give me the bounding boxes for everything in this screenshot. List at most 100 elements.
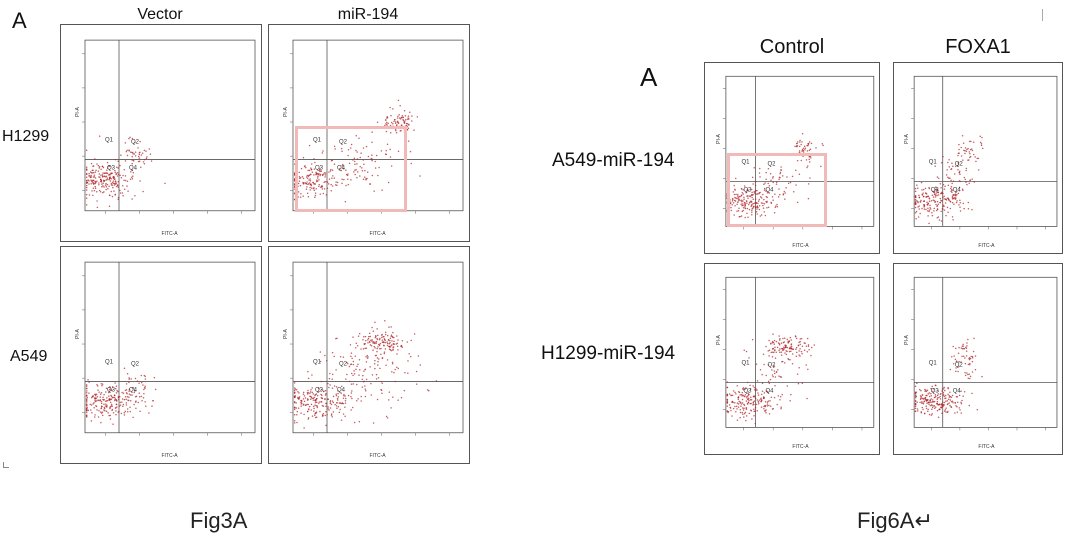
event-dot (128, 137, 130, 140)
event-dot (400, 116, 403, 119)
event-dot (796, 201, 799, 204)
event-dot (778, 339, 781, 341)
event-dot (922, 200, 925, 202)
event-dot (311, 374, 313, 376)
event-dot (101, 186, 103, 188)
event-dot (315, 397, 318, 400)
event-dot (360, 348, 362, 350)
event-dot (92, 187, 95, 189)
event-dot (351, 406, 354, 409)
event-dot (392, 122, 394, 125)
event-dot (97, 416, 100, 418)
event-dot (762, 204, 764, 207)
event-dot (735, 405, 738, 408)
event-dot (943, 188, 946, 190)
event-dot (316, 394, 319, 397)
event-dot (936, 189, 939, 191)
event-dot (115, 182, 117, 184)
event-dot (92, 182, 95, 184)
event-dot (316, 180, 319, 182)
event-dot (390, 121, 393, 124)
event-dot (407, 127, 410, 129)
event-dot (85, 401, 88, 403)
event-dot (741, 192, 744, 194)
event-dot (780, 407, 782, 410)
event-dot (85, 197, 88, 199)
event-dot (306, 403, 308, 406)
event-dot (746, 195, 748, 197)
event-dot (302, 391, 305, 394)
event-dot (758, 399, 761, 401)
event-dot (326, 359, 328, 362)
event-dot (733, 184, 735, 187)
event-dot (314, 401, 317, 404)
event-dot (293, 422, 296, 424)
event-dot (747, 190, 749, 192)
event-dot (930, 199, 933, 202)
event-dot (356, 365, 358, 367)
event-dot (376, 398, 379, 401)
event-dot (744, 394, 747, 396)
event-dot (343, 394, 345, 397)
event-dot (296, 421, 298, 424)
event-dot (780, 376, 783, 378)
event-dot (103, 398, 105, 401)
event-dot (324, 394, 327, 396)
event-dot (765, 178, 767, 180)
highlight-box (727, 153, 827, 227)
event-dot (796, 142, 798, 145)
event-dot (117, 181, 120, 183)
event-dot (96, 206, 99, 209)
event-dot (371, 339, 373, 341)
event-dot (397, 122, 400, 124)
event-dot (961, 188, 964, 190)
event-dot (736, 203, 738, 206)
event-dot (111, 408, 114, 411)
event-dot (737, 403, 740, 405)
event-dot (312, 181, 314, 184)
event-dot (366, 171, 369, 173)
event-dot (350, 383, 353, 385)
event-dot (957, 154, 959, 157)
event-dot (114, 194, 117, 196)
event-dot (935, 188, 938, 190)
event-dot (737, 198, 740, 200)
event-dot (801, 141, 803, 143)
event-dot (754, 181, 757, 183)
event-dot (739, 401, 742, 403)
event-dot (737, 406, 740, 408)
event-dot (922, 192, 924, 194)
event-dot (746, 403, 749, 405)
event-dot (791, 175, 794, 178)
event-dot (931, 214, 934, 217)
right-row-label-a549: A549-miR-194 (552, 150, 675, 171)
event-dot (916, 408, 919, 410)
event-dot (920, 389, 922, 392)
event-dot (143, 149, 146, 152)
event-dot (974, 368, 977, 371)
event-dot (778, 335, 780, 337)
event-dot (760, 202, 763, 204)
event-dot (122, 403, 125, 406)
event-dot (90, 409, 92, 411)
event-dot (754, 198, 757, 200)
event-dot (97, 164, 100, 167)
event-dot (806, 165, 809, 167)
event-dot (123, 398, 126, 401)
event-dot (958, 360, 960, 363)
event-dot (958, 394, 961, 397)
event-dot (964, 346, 967, 348)
event-dot (334, 148, 336, 150)
event-dot (371, 159, 373, 162)
event-dot (124, 179, 127, 182)
event-dot (144, 378, 147, 380)
event-dot (802, 149, 804, 152)
event-dot (765, 374, 767, 377)
event-dot (293, 408, 296, 411)
event-dot (390, 326, 392, 328)
event-dot (109, 180, 112, 182)
event-dot (939, 201, 942, 204)
event-dot (308, 169, 311, 172)
event-dot (295, 388, 298, 391)
flow-plot: Q1 Q2 Q3 Q4 FITC-A PI-A (704, 263, 880, 455)
